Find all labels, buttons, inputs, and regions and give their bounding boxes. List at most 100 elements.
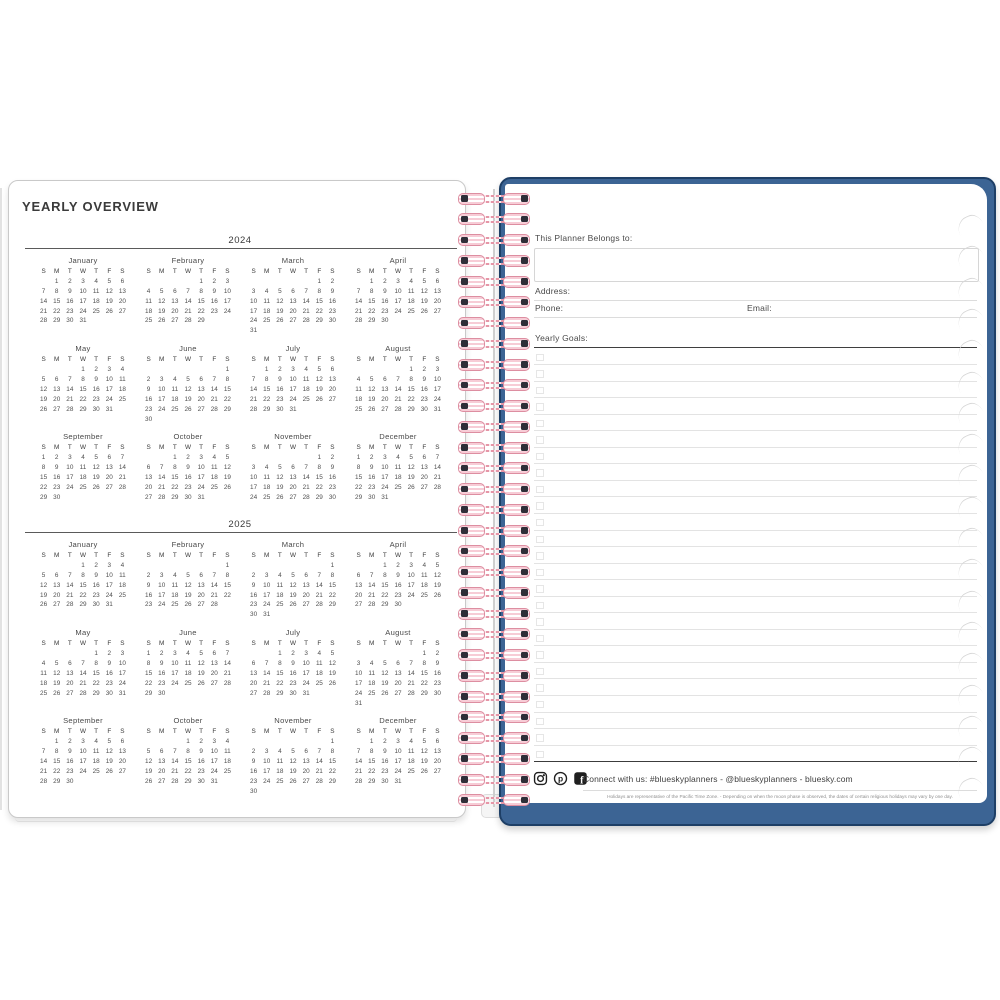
day-cell: 7 [396, 376, 400, 384]
coil-wire [471, 449, 517, 452]
coil-loop-right [503, 254, 530, 267]
day-cell-empty [365, 649, 378, 659]
coil-wire [471, 262, 517, 265]
day-cell-empty [247, 365, 260, 375]
day-cell: 29 [79, 601, 87, 609]
weekday-header-cell: S [41, 552, 46, 559]
goal-checkbox [536, 469, 544, 477]
day-cell: 11 [119, 571, 126, 579]
day-cell: 9 [54, 464, 59, 472]
day-cell: 13 [433, 748, 441, 756]
day-cell: 15 [223, 385, 231, 393]
day-cell: 4 [317, 650, 322, 658]
weekday-header-cell: S [41, 640, 46, 648]
weekday-header-cell: M [369, 268, 375, 275]
coil-wire [471, 594, 517, 597]
month-name: July [285, 628, 301, 638]
goal-checkbox [536, 634, 544, 643]
day-cell: 21 [79, 679, 87, 687]
day-cell-empty [273, 277, 286, 287]
weekday-header-cell: W [184, 444, 192, 452]
day-cell: 11 [119, 376, 126, 384]
day-cell: 1 [369, 277, 374, 285]
weekday-header-cell: T [304, 640, 309, 648]
day-cell: 20 [355, 591, 363, 599]
day-cell: 14 [394, 385, 402, 393]
day-cell: 18 [171, 395, 179, 403]
weekday-header-cell: S [120, 728, 125, 736]
day-cell: 13 [328, 376, 336, 384]
day-cell: 16 [66, 758, 74, 766]
day-grid: S M T W T F S 1 2 3 4 5 6 7 8 9 10 11 12 13 14 15 16 17 18 19 20 21… [142, 727, 234, 786]
weekday-header-cell: T [199, 268, 204, 275]
day-cell: 2 [212, 277, 217, 285]
day-cell: 25 [315, 679, 323, 687]
day-cell: 26 [289, 601, 297, 609]
day-cell: 28 [66, 601, 74, 609]
day-cell-empty [142, 453, 155, 463]
day-cell: 23 [158, 679, 166, 687]
weekday-header-cell: S [356, 268, 361, 275]
day-cell: 27 [53, 601, 61, 609]
day-cell: 23 [289, 679, 297, 687]
month-calendar: January S M T W T F S 1 2 3 4 5 6 7 8 9 10 11 12 13 14 15 16 17 1… [37, 540, 129, 620]
goal-row [534, 630, 977, 647]
weekday-header-cell: S [146, 268, 151, 275]
day-cell-empty [142, 561, 155, 571]
day-cell: 18 [407, 297, 415, 305]
day-cell: 28 [66, 405, 74, 413]
day-cell: 10 [407, 571, 415, 579]
day-cell: 29 [328, 777, 336, 785]
day-cell-empty [300, 561, 313, 571]
connect-with-us-text: Connect with us: #blueskyplanners - @blu… [583, 774, 853, 784]
day-cell: 5 [107, 277, 112, 285]
day-cell: 30 [368, 493, 376, 501]
day-cell: 26 [368, 405, 376, 413]
day-cell: 19 [158, 307, 166, 315]
day-cell: 8 [317, 287, 322, 295]
day-cell: 14 [210, 581, 218, 589]
day-cell: 9 [199, 748, 203, 756]
day-cell: 19 [328, 669, 336, 677]
day-cell-empty [168, 277, 181, 287]
coil-loop-left [458, 649, 485, 661]
coil-wire [471, 428, 517, 431]
weekday-header-cell: T [382, 640, 387, 648]
goal-checkbox [536, 436, 544, 444]
day-cell: 19 [53, 679, 61, 687]
weekday-header-cell: F [107, 268, 112, 275]
day-cell: 27 [197, 405, 205, 413]
day-cell: 31 [197, 493, 205, 501]
day-cell: 31 [381, 493, 389, 501]
weekday-header-cell: F [107, 356, 112, 364]
day-cell: 30 [197, 777, 205, 785]
day-cell: 25 [118, 395, 126, 403]
day-cell: 5 [278, 287, 282, 295]
weekday-header-cell: S [120, 640, 125, 648]
day-cell-empty [300, 737, 313, 747]
day-cell: 16 [210, 297, 218, 305]
day-cell-empty [247, 649, 260, 659]
coil-loop-left [458, 275, 485, 288]
binding-coil [458, 566, 530, 579]
coil-loop-left [458, 566, 485, 578]
month-calendar: June S M T W T F S 1 2 3 4 5 6 7 8 9 10 11 12 13 14 15 16 17 18 19… [142, 628, 234, 708]
goal-checkbox [536, 353, 544, 361]
month-name: January [68, 256, 98, 265]
weekday-header-cell: W [79, 356, 87, 364]
address-label: Address: [535, 286, 571, 296]
coil-loop-right [503, 192, 530, 205]
day-cell: 2 [383, 738, 387, 746]
day-cell: 10 [105, 571, 113, 579]
day-cell: 19 [433, 581, 441, 589]
day-cell: 9 [435, 660, 440, 668]
month-calendar: December S M T W T F S 1 2 3 4 5 6 7 8 9 10 11 12 13 14 15 16 17… [352, 432, 444, 502]
day-cell: 12 [105, 748, 113, 756]
day-cell: 2 [94, 366, 98, 374]
month-calendar: November S M T W T F S 1 2 3 4 5 6 7 8 9 10 11 12 13 14 15 16 17… [247, 432, 339, 502]
day-cell: 27 [302, 777, 310, 785]
day-cell: 13 [289, 297, 297, 305]
day-cell: 23 [184, 484, 192, 492]
goal-checkbox [536, 700, 544, 709]
day-cell: 5 [54, 660, 59, 668]
